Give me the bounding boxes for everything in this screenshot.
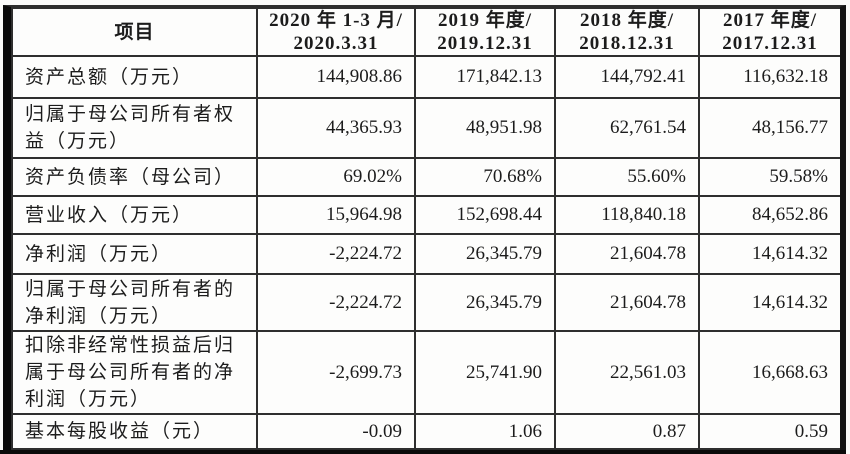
- row-item-label: 资产总额（万元）: [11, 55, 258, 99]
- table-row-eps: 基本每股收益（元） -0.09 1.06 0.87 0.59: [11, 413, 840, 450]
- header-period-2020: 2020 年 1-3 月/ 2020.3.31: [256, 7, 416, 57]
- row-value: 0.59: [698, 413, 840, 450]
- row-value: -2,224.72: [256, 273, 416, 332]
- table-row-parent-net-profit: 归属于母公司所有者的净利润（万元） -2,224.72 26,345.79 21…: [11, 273, 840, 332]
- row-value: 55.60%: [554, 157, 700, 197]
- header-period-line2: 2020.3.31: [293, 33, 379, 54]
- row-value: 59.58%: [698, 157, 840, 197]
- row-value: 22,561.03: [554, 330, 700, 415]
- table-row-revenue: 营业收入（万元） 15,964.98 152,698.44 118,840.18…: [11, 195, 840, 235]
- row-value: 84,652.86: [698, 195, 840, 235]
- row-value: -2,224.72: [256, 233, 416, 275]
- row-item-label: 归属于母公司所有者的净利润（万元）: [11, 273, 258, 332]
- row-value: 14,614.32: [698, 273, 840, 332]
- row-value: 26,345.79: [414, 233, 556, 275]
- header-period-2017: 2017 年度/ 2017.12.31: [698, 7, 840, 57]
- row-value: 152,698.44: [414, 195, 556, 235]
- row-value: 16,668.63: [698, 330, 840, 415]
- row-item-label: 净利润（万元）: [11, 233, 258, 275]
- data-table: 项目 2020 年 1-3 月/ 2020.3.31 2019 年度/ 2019…: [11, 7, 840, 454]
- header-period-line1: 2018 年度/: [579, 10, 675, 31]
- bottom-cutoff-bar: [0, 450, 846, 454]
- row-value: -0.09: [256, 413, 416, 450]
- header-period-line2: 2017.12.31: [722, 33, 818, 54]
- header-row: 项目 2020 年 1-3 月/ 2020.3.31 2019 年度/ 2019…: [11, 7, 840, 57]
- row-item-label: 基本每股收益（元）: [11, 413, 258, 450]
- header-period-line1: 2019 年度/: [437, 10, 533, 31]
- table-row-deducted-net-profit: 扣除非经常性损益后归属于母公司所有者的净利润（万元） -2,699.73 25,…: [11, 330, 840, 415]
- row-value: 21,604.78: [554, 273, 700, 332]
- row-item-label: 归属于母公司所有者权益（万元）: [11, 97, 258, 159]
- table-row-total-assets: 资产总额（万元） 144,908.86 171,842.13 144,792.4…: [11, 55, 840, 99]
- row-value: 15,964.98: [256, 195, 416, 235]
- header-item-column: 项目: [11, 7, 258, 57]
- financial-summary-table: 项目 2020 年 1-3 月/ 2020.3.31 2019 年度/ 2019…: [3, 5, 846, 454]
- row-value: 70.68%: [414, 157, 556, 197]
- row-value: 14,614.32: [698, 233, 840, 275]
- row-item-label: 资产负债率（母公司）: [11, 157, 258, 197]
- header-period-line2: 2018.12.31: [579, 33, 675, 54]
- header-period-line1: 2020 年 1-3 月/: [269, 10, 403, 31]
- row-value: -2,699.73: [256, 330, 416, 415]
- header-period-line2: 2019.12.31: [437, 33, 533, 54]
- row-value: 118,840.18: [554, 195, 700, 235]
- row-value: 1.06: [414, 413, 556, 450]
- header-period-2019: 2019 年度/ 2019.12.31: [414, 7, 556, 57]
- header-item-label: 项目: [114, 21, 155, 43]
- table-row-parent-equity: 归属于母公司所有者权益（万元） 44,365.93 48,951.98 62,7…: [11, 97, 840, 159]
- row-value: 144,908.86: [256, 55, 416, 99]
- row-value: 116,632.18: [698, 55, 840, 99]
- row-value: 48,951.98: [414, 97, 556, 159]
- row-value: 21,604.78: [554, 233, 700, 275]
- row-value: 62,761.54: [554, 97, 700, 159]
- row-value: 48,156.77: [698, 97, 840, 159]
- table-row-net-profit: 净利润（万元） -2,224.72 26,345.79 21,604.78 14…: [11, 233, 840, 275]
- row-value: 69.02%: [256, 157, 416, 197]
- row-value: 171,842.13: [414, 55, 556, 99]
- header-period-line1: 2017 年度/: [722, 10, 818, 31]
- row-item-label: 营业收入（万元）: [11, 195, 258, 235]
- row-value: 44,365.93: [256, 97, 416, 159]
- row-value: 0.87: [554, 413, 700, 450]
- header-period-2018: 2018 年度/ 2018.12.31: [554, 7, 700, 57]
- row-item-label: 扣除非经常性损益后归属于母公司所有者的净利润（万元）: [11, 330, 258, 415]
- row-value: 144,792.41: [554, 55, 700, 99]
- row-value: 25,741.90: [414, 330, 556, 415]
- table-row-debt-ratio: 资产负债率（母公司） 69.02% 70.68% 55.60% 59.58%: [11, 157, 840, 197]
- row-value: 26,345.79: [414, 273, 556, 332]
